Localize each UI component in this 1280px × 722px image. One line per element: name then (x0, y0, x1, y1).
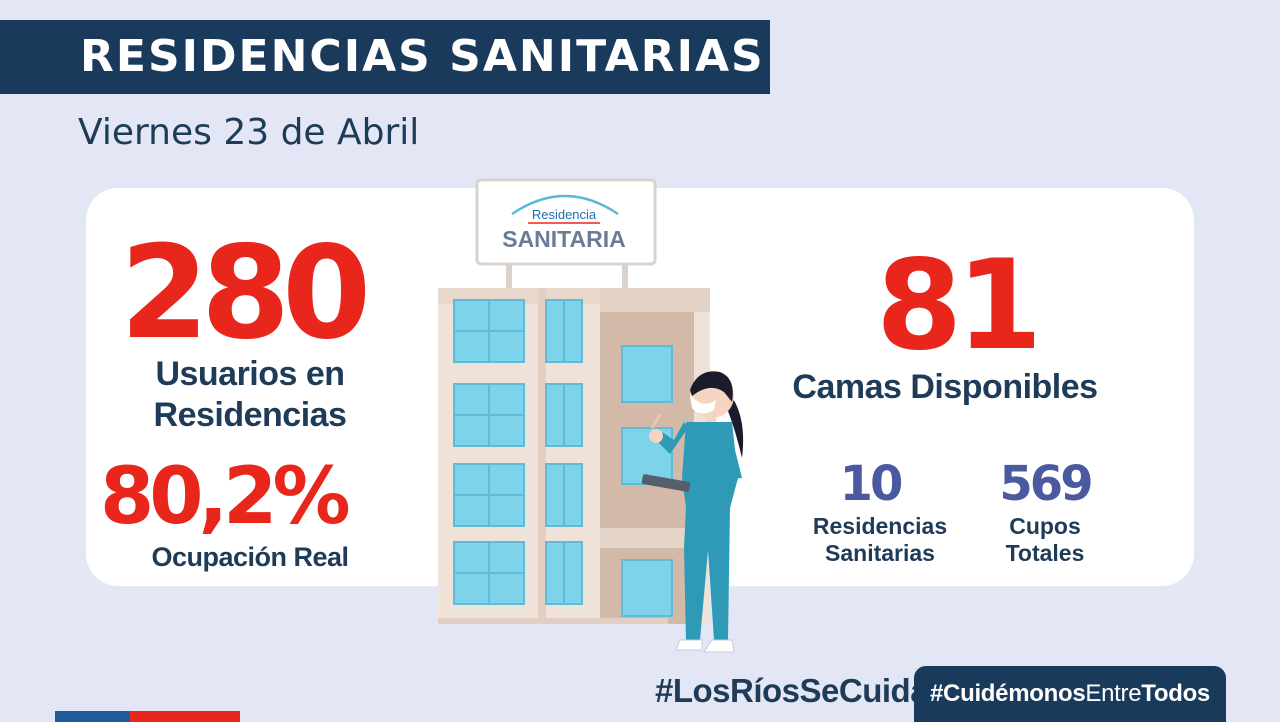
building-nurse-illustration: Residencia SANITARIA (438, 178, 744, 653)
date-subtitle: Viernes 23 de Abril (78, 112, 420, 153)
nurse-figure (641, 371, 744, 653)
sign-line1: Residencia (532, 207, 597, 222)
hashtag-part1: #Cuidémonos (930, 680, 1086, 707)
slots-label-line1: Cupos (1009, 513, 1081, 539)
hashtag-los-rios: #LosRíosSeCuida (655, 672, 929, 709)
users-label-line2: Residencias (153, 396, 347, 434)
residencia-sanitaria-sign: Residencia SANITARIA (475, 178, 657, 266)
users-label-line1: Usuarios en (155, 355, 345, 393)
sign-line2: SANITARIA (502, 226, 626, 252)
slots-label-line2: Totales (1005, 540, 1085, 566)
stripe-red (130, 711, 240, 722)
page-title: RESIDENCIAS SANITARIAS (80, 31, 765, 82)
occupancy-value: 80,2% (100, 452, 351, 542)
hashtag-part2: Entre (1085, 680, 1142, 707)
residences-label-line1: Residencias (812, 513, 948, 539)
title-banner: RESIDENCIAS SANITARIAS (0, 20, 770, 94)
residences-count: 10 (839, 456, 904, 512)
users-count: 280 (120, 219, 371, 368)
occupancy-label: Ocupación Real (151, 542, 349, 572)
beds-count: 81 (876, 234, 1043, 378)
beds-label: Camas Disponibles (792, 368, 1098, 406)
stripe-blue (55, 711, 130, 722)
slots-count: 569 (999, 456, 1093, 512)
hashtag-cuidemonos: #CuidémonosEntreTodos (914, 680, 1226, 708)
hashtag-part3: Todos (1141, 680, 1210, 707)
residences-label-line2: Sanitarias (825, 540, 935, 566)
hashtag-box: #CuidémonosEntreTodos (914, 666, 1226, 722)
